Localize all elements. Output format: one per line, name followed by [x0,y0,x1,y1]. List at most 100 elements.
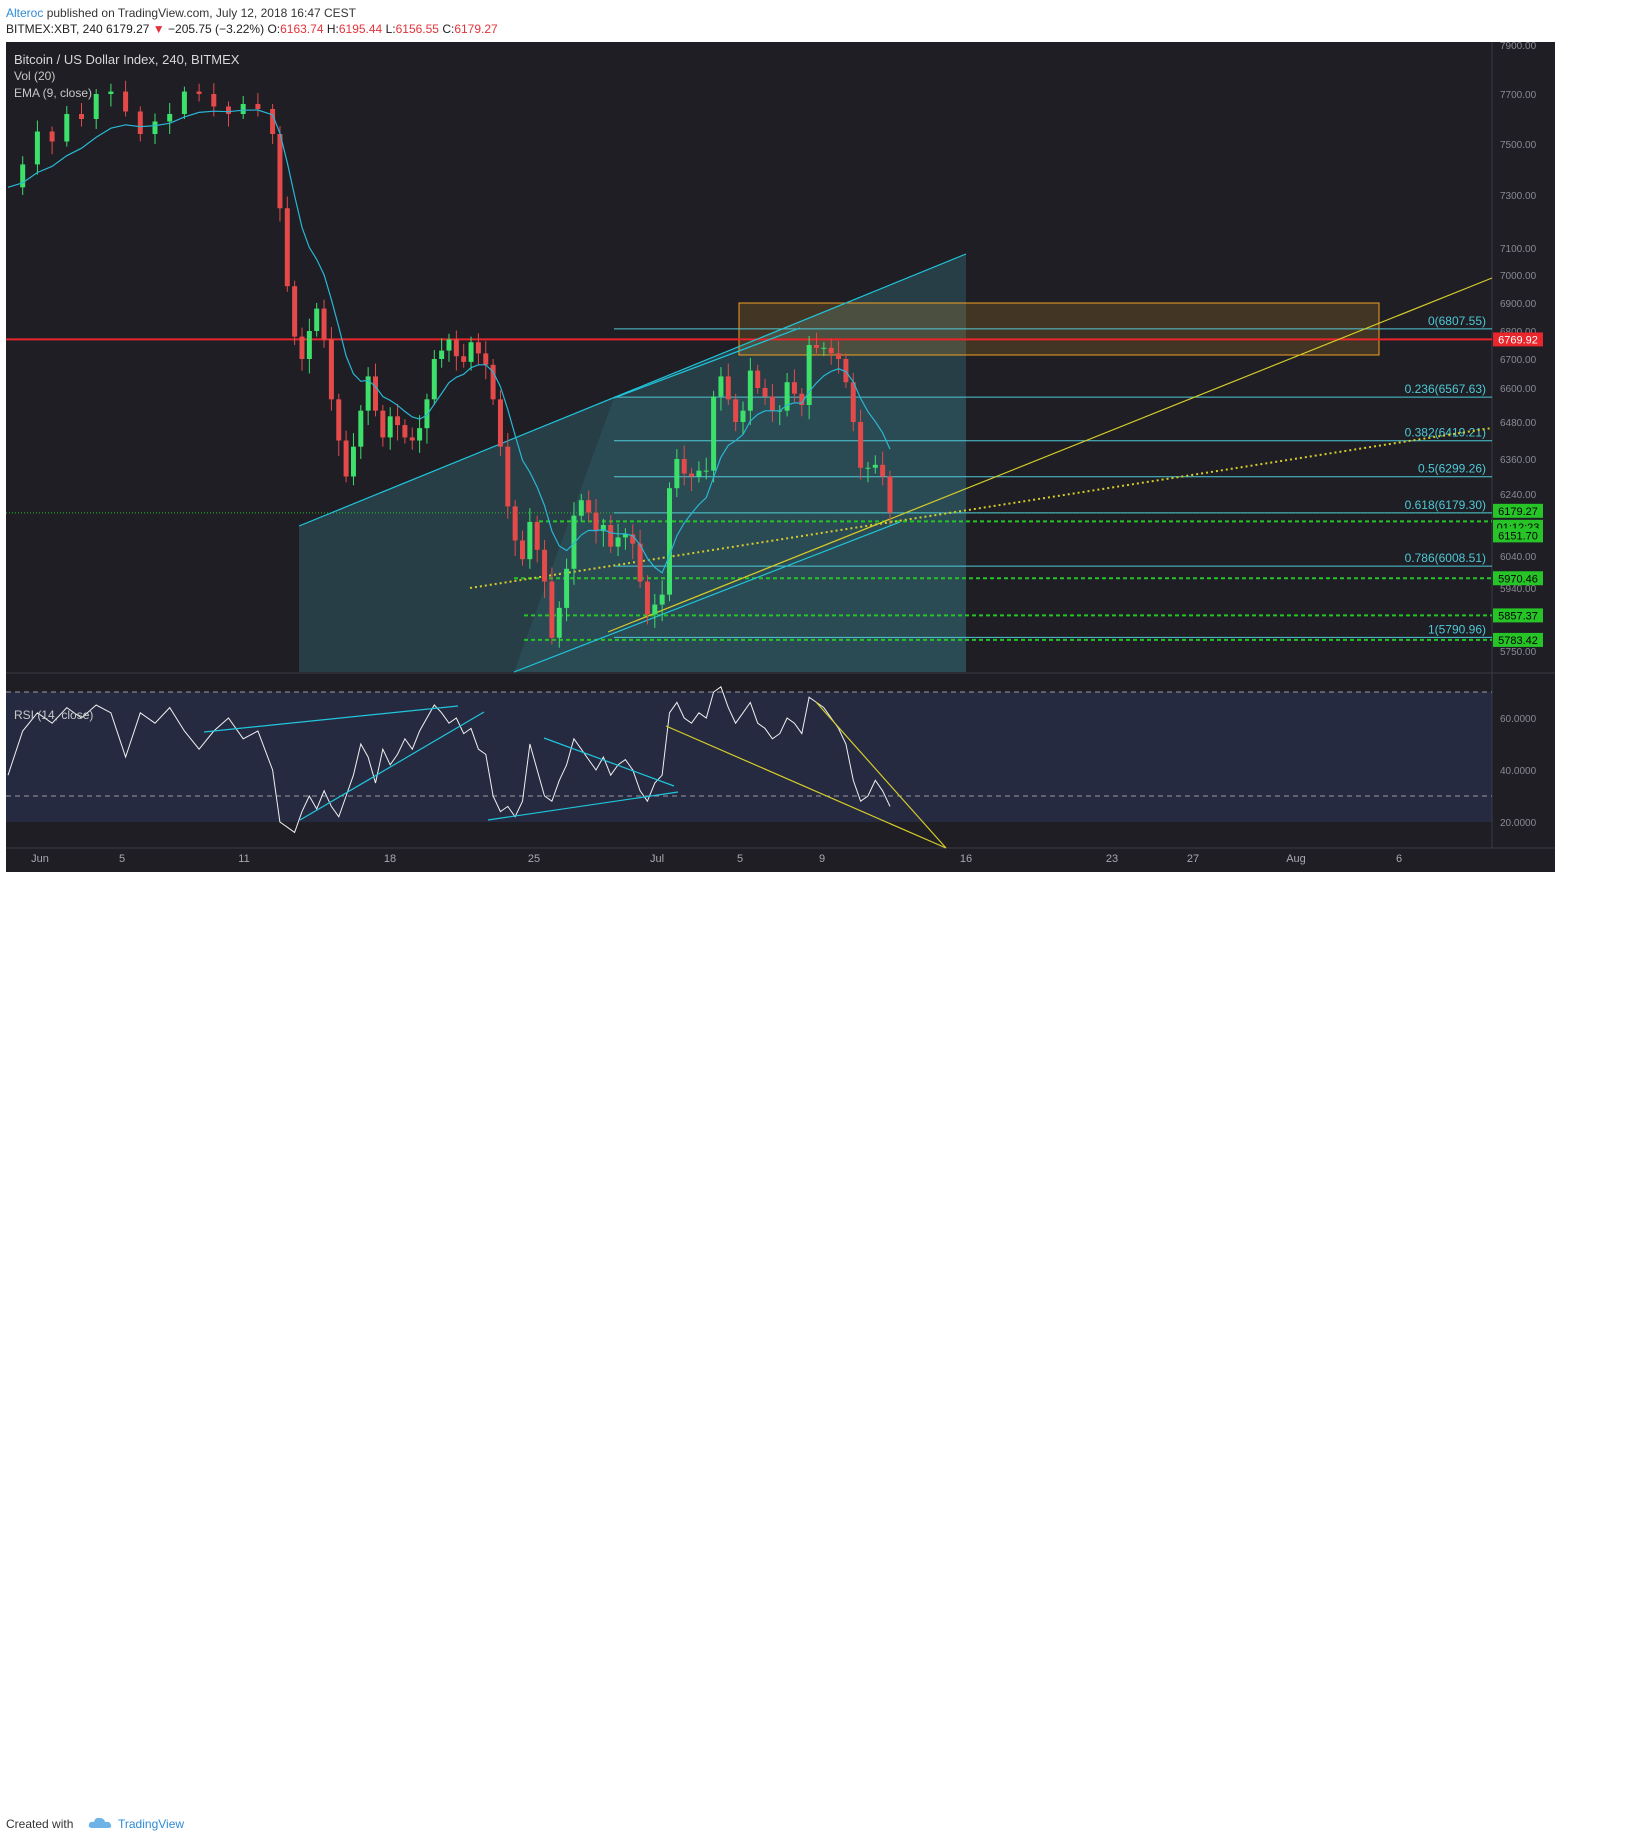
candle-body [571,515,577,569]
candle-body [152,121,158,134]
time-axis-label: Jul [650,853,664,865]
time-axis-label: 18 [384,853,396,865]
created-with-text: Created with [6,1817,74,1831]
candle-body [887,476,893,513]
price-axis-label: 7100.00 [1500,244,1537,255]
close-value: 6179.27 [454,22,498,36]
candle-body [850,382,856,422]
vol-legend: Vol (20) [14,69,56,83]
candle-body [872,464,878,468]
time-axis-label: 23 [1106,853,1118,865]
candle-body [49,131,55,142]
tradingview-link[interactable]: TradingView [118,1817,185,1831]
rsi-trend-line [487,791,679,821]
ohlc-bar: BITMEX:XBT, 240 6179.27 ▼ −205.75 (−3.22… [6,22,498,36]
price-tag-support-bg [1493,632,1543,647]
candle-body [93,94,99,119]
time-axis-label: Aug [1286,853,1306,865]
candle-body [365,376,371,411]
candle-body [659,594,665,605]
candle-body [843,359,849,383]
candle-body [387,416,393,438]
candle-body [527,521,533,560]
price-axis-label: 6600.00 [1500,384,1537,395]
candle-body [689,473,695,477]
candle-body [791,382,797,394]
candle-body [358,410,364,447]
candle-body [292,286,298,337]
low-value: 6156.55 [395,22,439,36]
candle-body [255,104,261,109]
candle-body [314,308,320,331]
candle-body [409,437,415,441]
candle-body [556,607,562,638]
fib-level-label: 0.786(6008.51) [1405,551,1486,565]
time-axis-label: 6 [1396,853,1402,865]
price-axis-label: 5940.00 [1500,584,1537,595]
candle-body [608,525,614,547]
symbol-label: BITMEX:XBT, 240 [6,22,103,36]
candle-body [453,339,459,357]
candle-body [343,440,349,477]
candle-body [586,500,592,513]
price-tag-support: 5970.46 [1498,573,1538,585]
candle-body [240,104,246,114]
candle-body [417,428,423,441]
candle-body [836,353,842,359]
fib-level-label: 0.5(6299.26) [1418,462,1486,476]
rsi-band-fill [6,692,1492,822]
candle-body [784,382,790,411]
candle-body [622,534,628,538]
candle-body [137,111,143,134]
price-tag-current: 6179.27 [1498,506,1538,518]
open-value: 6163.74 [280,22,324,36]
candle-body [718,376,724,397]
candle-body [284,208,290,287]
price-axis-label: 7000.00 [1500,271,1537,282]
candle-body [299,336,305,359]
candle-body [814,345,819,348]
price-axis-label: 6700.00 [1500,355,1537,366]
candles [20,80,893,648]
candle-body [828,347,834,354]
candle-body [211,94,217,107]
candle-body [79,114,84,119]
chart-legend-title: Bitcoin / US Dollar Index, 240, BITMEX [14,52,240,67]
channel-lower-line [513,521,901,673]
candle-body [534,521,540,550]
fib-level-label: 0.618(6179.30) [1405,498,1486,512]
price-axis-label: 6240.00 [1500,490,1537,501]
price-chart[interactable]: 0(6807.55) 0.236(6567.63) 0.382(6419.21) 0.… [0,42,1627,906]
published-text: published on TradingView.com, July 12, 2… [43,6,356,20]
candle-body [167,114,173,122]
high-value: 6195.44 [338,22,383,36]
fib-level-label: 1(5790.96) [1428,622,1486,636]
price-axis-label: 7900.00 [1500,42,1537,52]
time-axis-label: 27 [1187,853,1199,865]
price-axis-label: 6040.00 [1500,552,1537,563]
candle-body [630,534,636,544]
price-tag-resistance-bg [1493,332,1543,347]
channel-upper-line [298,253,967,527]
candle-body [497,399,503,447]
candle-body [373,376,378,411]
rsi-trend-line [815,701,947,849]
price-axis-label: 6480.00 [1500,418,1537,429]
time-axis-background [6,848,1555,872]
down-arrow-icon: ▼ [152,22,165,36]
author-link[interactable]: Alteroc [6,6,44,20]
candle-body [402,425,408,438]
candle-body [336,399,342,441]
candle-body [196,91,202,94]
rsi-trend-line [665,725,947,849]
candle-body [696,470,702,477]
rsi-trend-line [203,705,459,733]
price-tag-support-bg [1493,608,1543,623]
time-axis-label: 25 [528,853,540,865]
price-tag-support-bg [1493,571,1543,586]
candle-body [799,393,805,405]
rsi-legend: RSI (14, close) [14,708,94,722]
price-tag-current-bg [1493,503,1543,518]
time-axis-label: 16 [960,853,972,865]
candle-body [64,114,70,142]
